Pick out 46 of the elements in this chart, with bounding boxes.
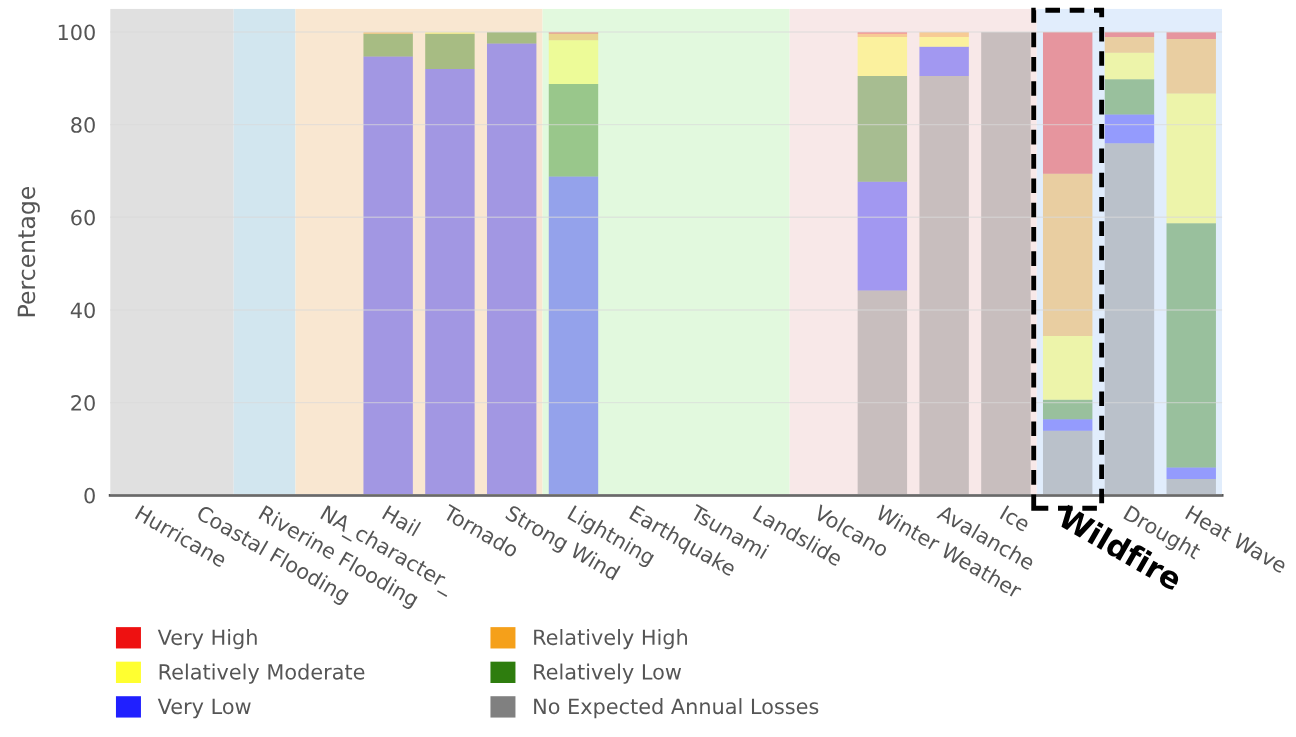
- bar: [1104, 79, 1155, 115]
- legend-label: Relatively Moderate: [159, 663, 365, 684]
- bar: [425, 69, 475, 496]
- bar: [1104, 37, 1155, 53]
- bar: [857, 76, 908, 182]
- y-tick-label: 100: [58, 24, 95, 41]
- y-axis-title: Percentage: [17, 186, 40, 317]
- bar: [1042, 419, 1093, 431]
- legend-label: Relatively High: [534, 629, 687, 650]
- bar: [857, 181, 908, 291]
- bar: [857, 37, 908, 77]
- bar: [919, 76, 969, 496]
- legend-label: Very Low: [157, 698, 251, 719]
- bar: [1042, 173, 1093, 336]
- legend-label: Relatively Low: [534, 663, 682, 684]
- y-tick-label: 40: [70, 302, 95, 319]
- bar: [1166, 479, 1216, 496]
- bar: [857, 33, 908, 38]
- bar: [1104, 52, 1155, 80]
- y-tick-label: 80: [71, 117, 95, 133]
- y-tick-label: 60: [71, 209, 95, 226]
- legend-label: No Expected Annual Losses: [534, 698, 819, 719]
- bar: [1042, 399, 1093, 420]
- bar: [363, 33, 413, 57]
- bar: [548, 83, 599, 177]
- bar: [548, 40, 599, 84]
- bar: [548, 33, 599, 41]
- bar: [1166, 38, 1216, 94]
- bar: [1166, 223, 1216, 468]
- bar: [1042, 335, 1093, 400]
- bar: [548, 176, 599, 496]
- y-tick-label: 20: [71, 395, 95, 411]
- bar: [1166, 467, 1216, 480]
- bar: [486, 43, 537, 496]
- bar: [919, 37, 969, 47]
- bar: [1104, 114, 1155, 144]
- legend-label: Very High: [157, 629, 257, 650]
- bar: [486, 32, 537, 44]
- bar: [919, 46, 969, 77]
- y-tick-label: 0: [84, 487, 95, 504]
- bar: [425, 33, 475, 70]
- bar: [363, 56, 413, 496]
- bar: [1042, 430, 1093, 496]
- bar: [857, 290, 908, 496]
- bar: [1042, 32, 1093, 174]
- bar: [1166, 93, 1216, 224]
